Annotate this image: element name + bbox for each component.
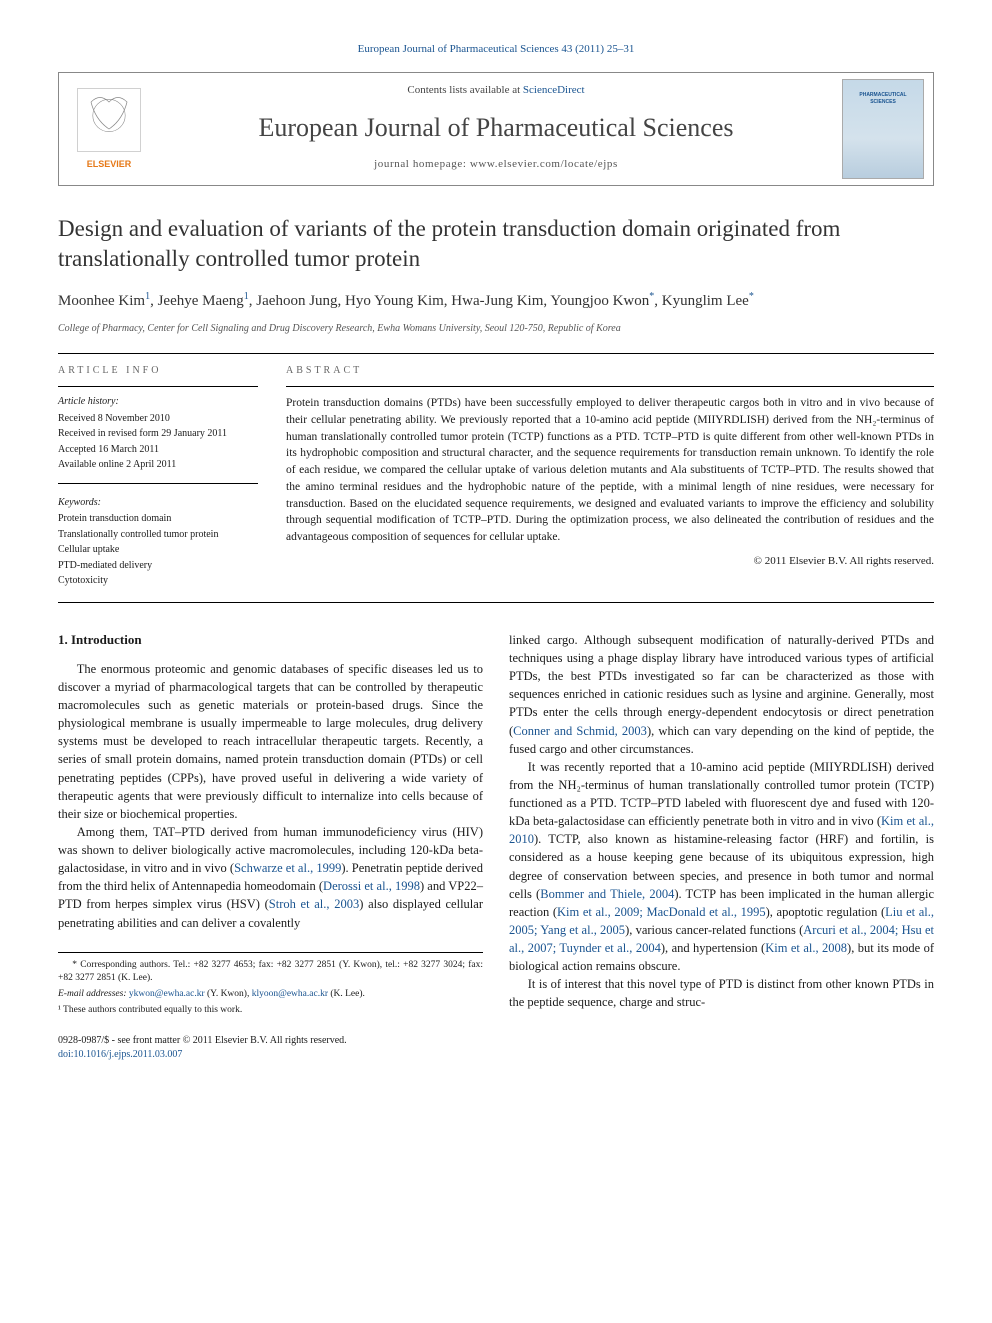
corr-mark: * [649, 291, 654, 302]
citation-link[interactable]: Kim et al., 2009; MacDonald et al., 1995 [557, 905, 766, 919]
journal-cover-thumb [833, 73, 933, 185]
contrib-note: ¹ These authors contributed equally to t… [58, 1004, 483, 1018]
history-head: Article history: [58, 395, 258, 410]
abstract-heading: abstract [286, 364, 934, 379]
info-rule-2 [58, 483, 258, 484]
keywords-head: Keywords: [58, 496, 258, 511]
citation-link[interactable]: Stroh et al., 2003 [269, 897, 359, 911]
citation-link[interactable]: Schwarze et al., 1999 [234, 861, 341, 875]
citation-link[interactable]: Kim et al., 2008 [765, 941, 847, 955]
body-paragraph: The enormous proteomic and genomic datab… [58, 660, 483, 823]
footnotes-block: * Corresponding authors. Tel.: +82 3277 … [58, 952, 483, 1018]
body-paragraph: Among them, TAT–PTD derived from human i… [58, 823, 483, 932]
journal-header: ELSEVIER Contents lists available at Sci… [58, 72, 934, 186]
citation-link[interactable]: Conner and Schmid, 2003 [513, 724, 647, 738]
history-line: Received 8 November 2010 [58, 412, 258, 427]
contents-prefix: Contents lists available at [407, 84, 522, 96]
keyword: Cytotoxicity [58, 574, 258, 589]
rule-bottom [58, 602, 934, 603]
journal-homepage: journal homepage: www.elsevier.com/locat… [167, 157, 825, 173]
citation-link[interactable]: Bommer and Thiele, 2004 [540, 887, 674, 901]
article-title: Design and evaluation of variants of the… [58, 214, 934, 274]
email-link[interactable]: ykwon@ewha.ac.kr [129, 989, 205, 999]
citation-link[interactable]: Derossi et al., 1998 [323, 879, 420, 893]
sciencedirect-link[interactable]: ScienceDirect [523, 84, 585, 96]
elsevier-text: ELSEVIER [87, 159, 132, 169]
email-link[interactable]: klyoon@ewha.ac.kr [252, 989, 328, 999]
abstract-copyright: © 2011 Elsevier B.V. All rights reserved… [286, 554, 934, 570]
history-line: Available online 2 April 2011 [58, 458, 258, 473]
keyword: Translationally controlled tumor protein [58, 528, 258, 543]
authors-line: Moonhee Kim1, Jeehye Maeng1, Jaehoon Jun… [58, 290, 934, 313]
article-info-column: article info Article history: Received 8… [58, 364, 258, 590]
affiliation: College of Pharmacy, Center for Cell Sig… [58, 322, 934, 337]
body-paragraph: linked cargo. Although subsequent modifi… [509, 631, 934, 758]
section-heading: 1. Introduction [58, 631, 483, 650]
article-info-heading: article info [58, 364, 258, 379]
citation-line: European Journal of Pharmaceutical Scien… [58, 42, 934, 58]
keyword: Protein transduction domain [58, 512, 258, 527]
abstract-text: Protein transduction domains (PTDs) have… [286, 395, 934, 545]
note-1b: 1 [244, 291, 249, 302]
email-line: E-mail addresses: ykwon@ewha.ac.kr (Y. K… [58, 988, 483, 1002]
journal-name: European Journal of Pharmaceutical Scien… [167, 109, 825, 147]
corresponding-note: * Corresponding authors. Tel.: +82 3277 … [58, 959, 483, 987]
history-line: Received in revised form 29 January 2011 [58, 427, 258, 442]
elsevier-logo: ELSEVIER [59, 73, 159, 185]
keyword: Cellular uptake [58, 543, 258, 558]
keyword: PTD-mediated delivery [58, 559, 258, 574]
doi-link[interactable]: doi:10.1016/j.ejps.2011.03.007 [58, 1049, 182, 1060]
right-column: linked cargo. Although subsequent modifi… [509, 631, 934, 1020]
footer-block: 0928-0987/$ - see front matter © 2011 El… [58, 1034, 934, 1063]
body-paragraph: It is of interest that this novel type o… [509, 975, 934, 1011]
abstract-column: abstract Protein transduction domains (P… [286, 364, 934, 590]
history-line: Accepted 16 March 2011 [58, 443, 258, 458]
info-rule [58, 386, 258, 387]
abs-rule [286, 386, 934, 387]
corr-mark-2: * [749, 291, 754, 302]
rule-top [58, 353, 934, 354]
front-matter-line: 0928-0987/$ - see front matter © 2011 El… [58, 1034, 934, 1049]
body-paragraph: It was recently reported that a 10-amino… [509, 758, 934, 976]
contents-list-line: Contents lists available at ScienceDirec… [167, 83, 825, 99]
note-1: 1 [145, 291, 150, 302]
left-column: 1. Introduction The enormous proteomic a… [58, 631, 483, 1020]
email-label: E-mail addresses: [58, 989, 129, 999]
